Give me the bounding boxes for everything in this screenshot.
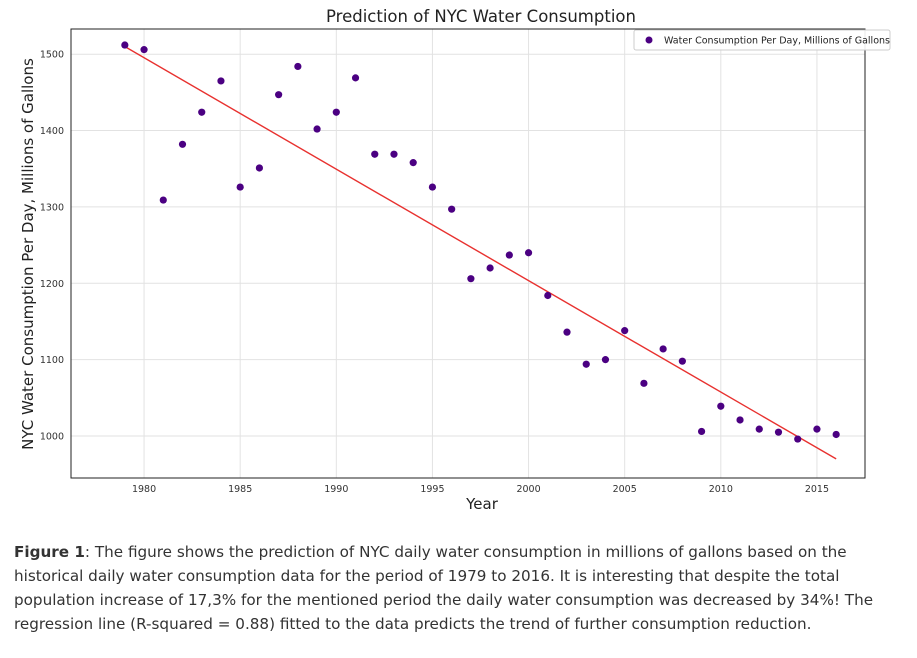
data-point [794,435,802,443]
figure-caption: Figure 1: The figure shows the predictio… [14,540,907,636]
data-point [486,264,494,272]
data-point [390,150,398,158]
x-tick-label: 1990 [324,484,348,495]
regression-line-group [124,45,837,460]
y-tick-label: 1200 [40,279,64,290]
y-tick-label: 1500 [40,50,64,61]
x-tick-label: 2005 [613,484,637,495]
data-point [121,41,129,49]
x-tick-label: 1995 [420,484,444,495]
x-tick-label: 1985 [228,484,252,495]
chart-title: Prediction of NYC Water Consumption [326,7,636,26]
x-axis-ticks: 1980 1985 1990 1995 2000 2005 2010 2015 [132,484,829,495]
y-tick-label: 1400 [40,126,64,137]
data-point [601,356,610,364]
y-tick-label: 1300 [40,202,64,213]
data-point [755,425,763,433]
data-point [198,108,206,116]
data-point [409,159,417,167]
x-axis-label: Year [465,495,499,513]
figure-caption-label: Figure 1 [14,543,85,561]
x-tick-label: 1980 [132,484,156,495]
y-axis-label: NYC Water Consumption Per Day, Millions … [19,58,37,450]
data-point [621,327,629,335]
grid [71,29,865,478]
data-point [236,183,244,191]
data-point [697,427,706,436]
data-point [159,196,167,204]
data-point [717,402,725,410]
legend-marker [645,36,653,44]
data-point [448,205,456,213]
regression-line [124,45,837,460]
data-point [563,328,571,336]
data-point [332,108,340,116]
scatter-chart: Prediction of NYC Water Consumption 1980… [19,7,891,513]
legend: Water Consumption Per Day, Millions of G… [633,29,891,51]
data-point [544,291,552,300]
data-point [140,46,148,54]
data-point [275,91,283,99]
x-tick-label: 2010 [709,484,733,495]
data-point [313,125,321,133]
data-point [524,249,533,257]
data-point [467,275,475,283]
legend-label: Water Consumption Per Day, Millions of G… [664,36,890,47]
data-point [774,428,783,436]
x-tick-label: 2000 [516,484,540,495]
data-point [371,150,379,158]
data-point [294,62,302,71]
data-point [178,140,187,148]
data-point [505,251,513,259]
data-point [428,183,437,191]
x-tick-label: 2015 [805,484,829,495]
data-point [832,430,840,439]
y-axis-ticks: 1000 1100 1200 1300 1400 1500 [40,50,64,443]
data-points [121,41,840,443]
data-point [351,74,360,82]
data-point [217,77,225,85]
data-point [736,416,744,424]
data-point [255,164,264,172]
y-tick-label: 1000 [40,432,64,443]
data-point [582,360,590,368]
legend-frame [633,29,891,51]
figure-caption-text: : The figure shows the prediction of NYC… [14,543,874,633]
data-point [813,425,821,433]
y-tick-label: 1100 [40,355,64,366]
data-point [659,345,667,353]
data-point [678,357,686,365]
data-point [640,379,648,387]
plot-area-frame [70,28,866,479]
